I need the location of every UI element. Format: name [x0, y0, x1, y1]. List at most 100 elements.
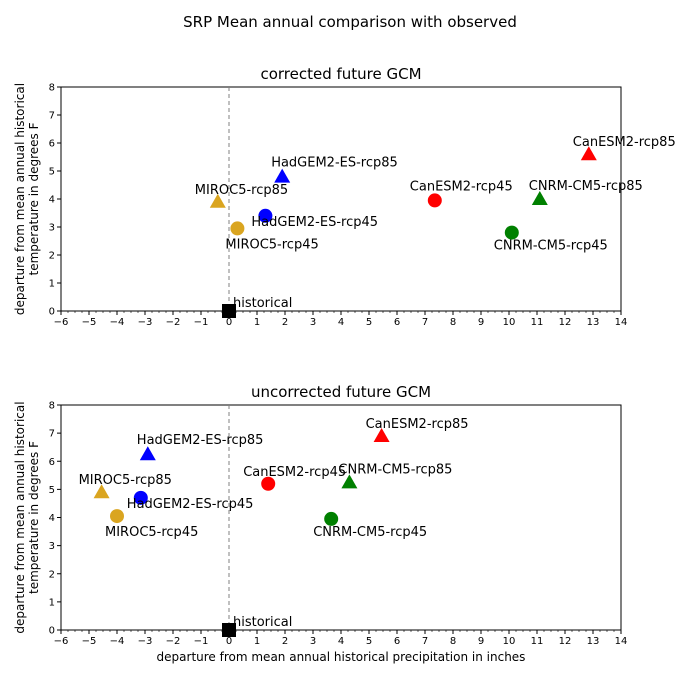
y-tick-label: 6	[49, 139, 55, 150]
point-cnrm-cm5-rcp85	[531, 191, 548, 205]
x-tick-label: 6	[394, 636, 400, 647]
y-tick-label: 1	[49, 597, 55, 608]
y-tick-label: 2	[49, 251, 55, 262]
x-tick-label: −6	[54, 636, 69, 647]
y-tick-label: 8	[49, 83, 55, 94]
point-cnrm-cm5-rcp85	[341, 474, 358, 489]
y-axis-label: departure from mean annual historicaltem…	[13, 83, 41, 315]
point-label: HadGEM2-ES-rcp85	[271, 156, 398, 171]
point-label: MIROC5-rcp85	[195, 183, 288, 198]
x-tick-label: 12	[559, 636, 572, 647]
x-tick-label: −3	[138, 317, 153, 328]
x-tick-label: 11	[531, 636, 544, 647]
x-tick-label: 10	[503, 317, 516, 328]
point-canesm2-rcp85	[580, 146, 597, 161]
y-tick-label: 4	[49, 195, 55, 206]
panel-title: uncorrected future GCM	[251, 383, 431, 401]
y-tick-label: 7	[49, 111, 55, 122]
y-tick-label: 5	[49, 167, 55, 178]
point-label: CNRM-CM5-rcp45	[494, 239, 608, 254]
scatter-panel-1: corrected future GCM−6 −5 −4 −3 −2 −1 0 1 2 3 4 5 6 7…	[13, 65, 676, 328]
x-tick-label: −5	[82, 317, 97, 328]
point-label: CanESM2-rcp45	[410, 179, 513, 194]
x-tick-label: 2	[282, 636, 288, 647]
point-label: CanESM2-rcp85	[573, 135, 676, 150]
x-tick-label: 10	[503, 636, 516, 647]
point-historical	[222, 304, 236, 318]
x-tick-label: 13	[587, 636, 600, 647]
x-tick-label: 4	[338, 317, 344, 328]
point-label: HadGEM2-ES-rcp45	[127, 497, 254, 512]
y-tick-label: 6	[49, 457, 55, 468]
y-tick-label: 5	[49, 485, 55, 496]
point-historical	[222, 623, 236, 637]
figure-title: SRP Mean annual comparison with observed	[183, 13, 517, 31]
point-label: MIROC5-rcp45	[225, 237, 318, 252]
point-cnrm-cm5-rcp45	[504, 225, 519, 240]
x-tick-label: 7	[422, 317, 428, 328]
point-label: MIROC5-rcp45	[105, 525, 198, 540]
point-label: historical	[233, 296, 292, 311]
x-tick-label: −2	[166, 317, 181, 328]
point-label: CanESM2-rcp45	[243, 465, 346, 480]
x-tick-label: −6	[54, 317, 69, 328]
x-tick-label: 5	[366, 317, 372, 328]
point-label: CNRM-CM5-rcp45	[313, 525, 427, 540]
point-label: historical	[233, 615, 292, 630]
point-miroc5-rcp45	[230, 221, 245, 236]
point-canesm2-rcp45	[261, 476, 276, 491]
x-tick-label: −1	[194, 636, 209, 647]
point-canesm2-rcp45	[427, 193, 442, 208]
x-tick-label: 11	[531, 317, 544, 328]
point-hadgem2-es-rcp45	[258, 208, 273, 223]
x-tick-label: 13	[587, 317, 600, 328]
x-tick-label: 9	[478, 317, 484, 328]
point-hadgem2-es-rcp45	[133, 490, 148, 505]
y-tick-label: 0	[49, 626, 55, 637]
x-tick-label: 3	[310, 636, 316, 647]
x-tick-label: −5	[82, 636, 97, 647]
x-tick-label: 0	[226, 317, 232, 328]
point-label: HadGEM2-ES-rcp45	[251, 215, 378, 230]
x-axis-label: departure from mean annual historical pr…	[157, 650, 526, 664]
x-tick-label: 1	[254, 317, 260, 328]
point-hadgem2-es-rcp85	[139, 446, 156, 461]
x-tick-label: 12	[559, 317, 572, 328]
point-label: HadGEM2-ES-rcp85	[137, 433, 264, 448]
y-tick-label: 2	[49, 569, 55, 580]
panel-title: corrected future GCM	[260, 65, 421, 83]
x-tick-label: −1	[194, 317, 209, 328]
x-tick-label: −4	[110, 636, 125, 647]
x-tick-label: −2	[166, 636, 181, 647]
y-tick-label: 8	[49, 401, 55, 412]
point-miroc5-rcp45	[110, 509, 124, 524]
y-tick-label: 3	[49, 541, 55, 552]
y-tick-label: 1	[49, 279, 55, 290]
point-miroc5-rcp85	[209, 193, 226, 208]
point-label: MIROC5-rcp85	[79, 473, 172, 488]
point-miroc5-rcp85	[93, 484, 110, 499]
point-label: CNRM-CM5-rcp85	[529, 179, 643, 194]
x-tick-label: 8	[450, 317, 456, 328]
x-tick-label: 14	[615, 636, 628, 647]
x-tick-label: 2	[282, 317, 288, 328]
x-tick-label: −3	[138, 636, 153, 647]
y-tick-label: 0	[49, 307, 55, 318]
y-axis-label: departure from mean annual historicaltem…	[13, 401, 41, 633]
x-tick-label: 14	[615, 317, 628, 328]
point-canesm2-rcp85	[373, 427, 390, 442]
x-tick-label: 3	[310, 317, 316, 328]
x-tick-label: 6	[394, 317, 400, 328]
x-tick-label: 4	[338, 636, 344, 647]
scatter-panel-2: uncorrected future GCM−6 −5 −4 −3 −2 −1 0 1 2 3 4 5…	[13, 383, 627, 664]
x-tick-label: 1	[254, 636, 260, 647]
y-tick-label: 7	[49, 429, 55, 440]
x-tick-label: 8	[450, 636, 456, 647]
x-tick-label: 9	[478, 636, 484, 647]
y-tick-label: 3	[49, 223, 55, 234]
point-hadgem2-es-rcp85	[274, 168, 291, 183]
x-tick-label: −4	[110, 317, 125, 328]
y-tick-label: 4	[49, 513, 55, 524]
x-tick-label: 0	[226, 636, 232, 647]
